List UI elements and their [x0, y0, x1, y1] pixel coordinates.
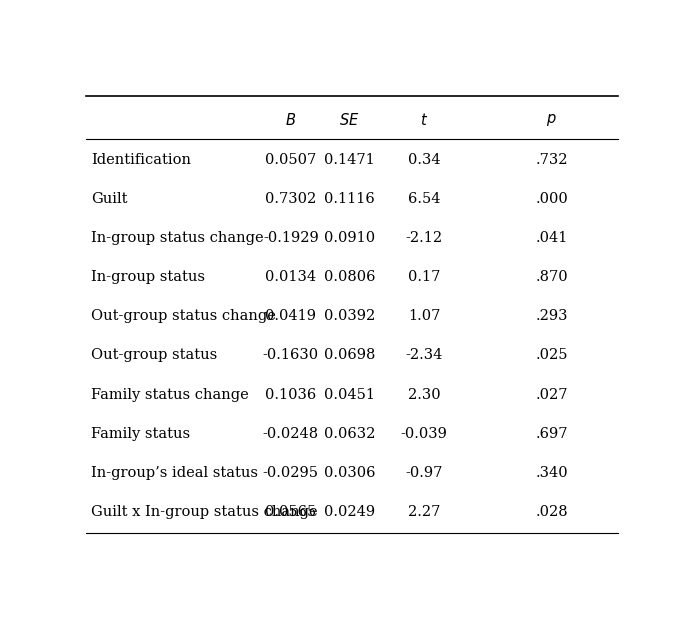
Text: Out-group status change: Out-group status change	[91, 310, 276, 323]
Text: 0.0419: 0.0419	[265, 310, 316, 323]
Text: In-group status: In-group status	[91, 271, 205, 284]
Text: -0.1630: -0.1630	[263, 348, 319, 363]
Text: $\it{SE}$: $\it{SE}$	[339, 111, 360, 128]
Text: 0.1116: 0.1116	[324, 192, 375, 206]
Text: $\it{B}$: $\it{B}$	[285, 111, 296, 128]
Text: In-group’s ideal status: In-group’s ideal status	[91, 465, 258, 480]
Text: Out-group status: Out-group status	[91, 348, 218, 363]
Text: -2.34: -2.34	[405, 348, 442, 363]
Text: 0.0507: 0.0507	[265, 153, 317, 167]
Text: -0.039: -0.039	[401, 426, 447, 441]
Text: .000: .000	[535, 192, 568, 206]
Text: .870: .870	[535, 271, 568, 284]
Text: 0.0451: 0.0451	[324, 387, 375, 402]
Text: 0.0806: 0.0806	[324, 271, 375, 284]
Text: 0.0392: 0.0392	[324, 310, 375, 323]
Text: .027: .027	[535, 387, 568, 402]
Text: 0.0565: 0.0565	[265, 505, 317, 519]
Text: Guilt x In-group status change: Guilt x In-group status change	[91, 505, 318, 519]
Text: Guilt: Guilt	[91, 192, 128, 206]
Text: 0.0698: 0.0698	[324, 348, 375, 363]
Text: 0.1036: 0.1036	[265, 387, 317, 402]
Text: 0.0306: 0.0306	[324, 465, 375, 480]
Text: 0.0632: 0.0632	[324, 426, 375, 441]
Text: Family status change: Family status change	[91, 387, 249, 402]
Text: -2.12: -2.12	[405, 232, 442, 245]
Text: .028: .028	[535, 505, 568, 519]
Text: .041: .041	[536, 232, 568, 245]
Text: Identification: Identification	[91, 153, 191, 167]
Text: In-group status change: In-group status change	[91, 232, 264, 245]
Text: 0.1471: 0.1471	[324, 153, 375, 167]
Text: .340: .340	[535, 465, 568, 480]
Text: 0.7302: 0.7302	[265, 192, 317, 206]
Text: $\it{p}$: $\it{p}$	[546, 111, 557, 128]
Text: 2.30: 2.30	[407, 387, 440, 402]
Text: -0.97: -0.97	[405, 465, 442, 480]
Text: 0.34: 0.34	[407, 153, 440, 167]
Text: 0.0134: 0.0134	[265, 271, 317, 284]
Text: 1.07: 1.07	[408, 310, 440, 323]
Text: 6.54: 6.54	[407, 192, 440, 206]
Text: 0.0910: 0.0910	[324, 232, 375, 245]
Text: 0.17: 0.17	[408, 271, 440, 284]
Text: -0.0295: -0.0295	[263, 465, 319, 480]
Text: .697: .697	[535, 426, 568, 441]
Text: -0.1929: -0.1929	[263, 232, 319, 245]
Text: .732: .732	[535, 153, 568, 167]
Text: -0.0248: -0.0248	[263, 426, 319, 441]
Text: Family status: Family status	[91, 426, 190, 441]
Text: .293: .293	[535, 310, 568, 323]
Text: $\it{t}$: $\it{t}$	[420, 111, 428, 128]
Text: 0.0249: 0.0249	[324, 505, 375, 519]
Text: 2.27: 2.27	[408, 505, 440, 519]
Text: .025: .025	[535, 348, 568, 363]
